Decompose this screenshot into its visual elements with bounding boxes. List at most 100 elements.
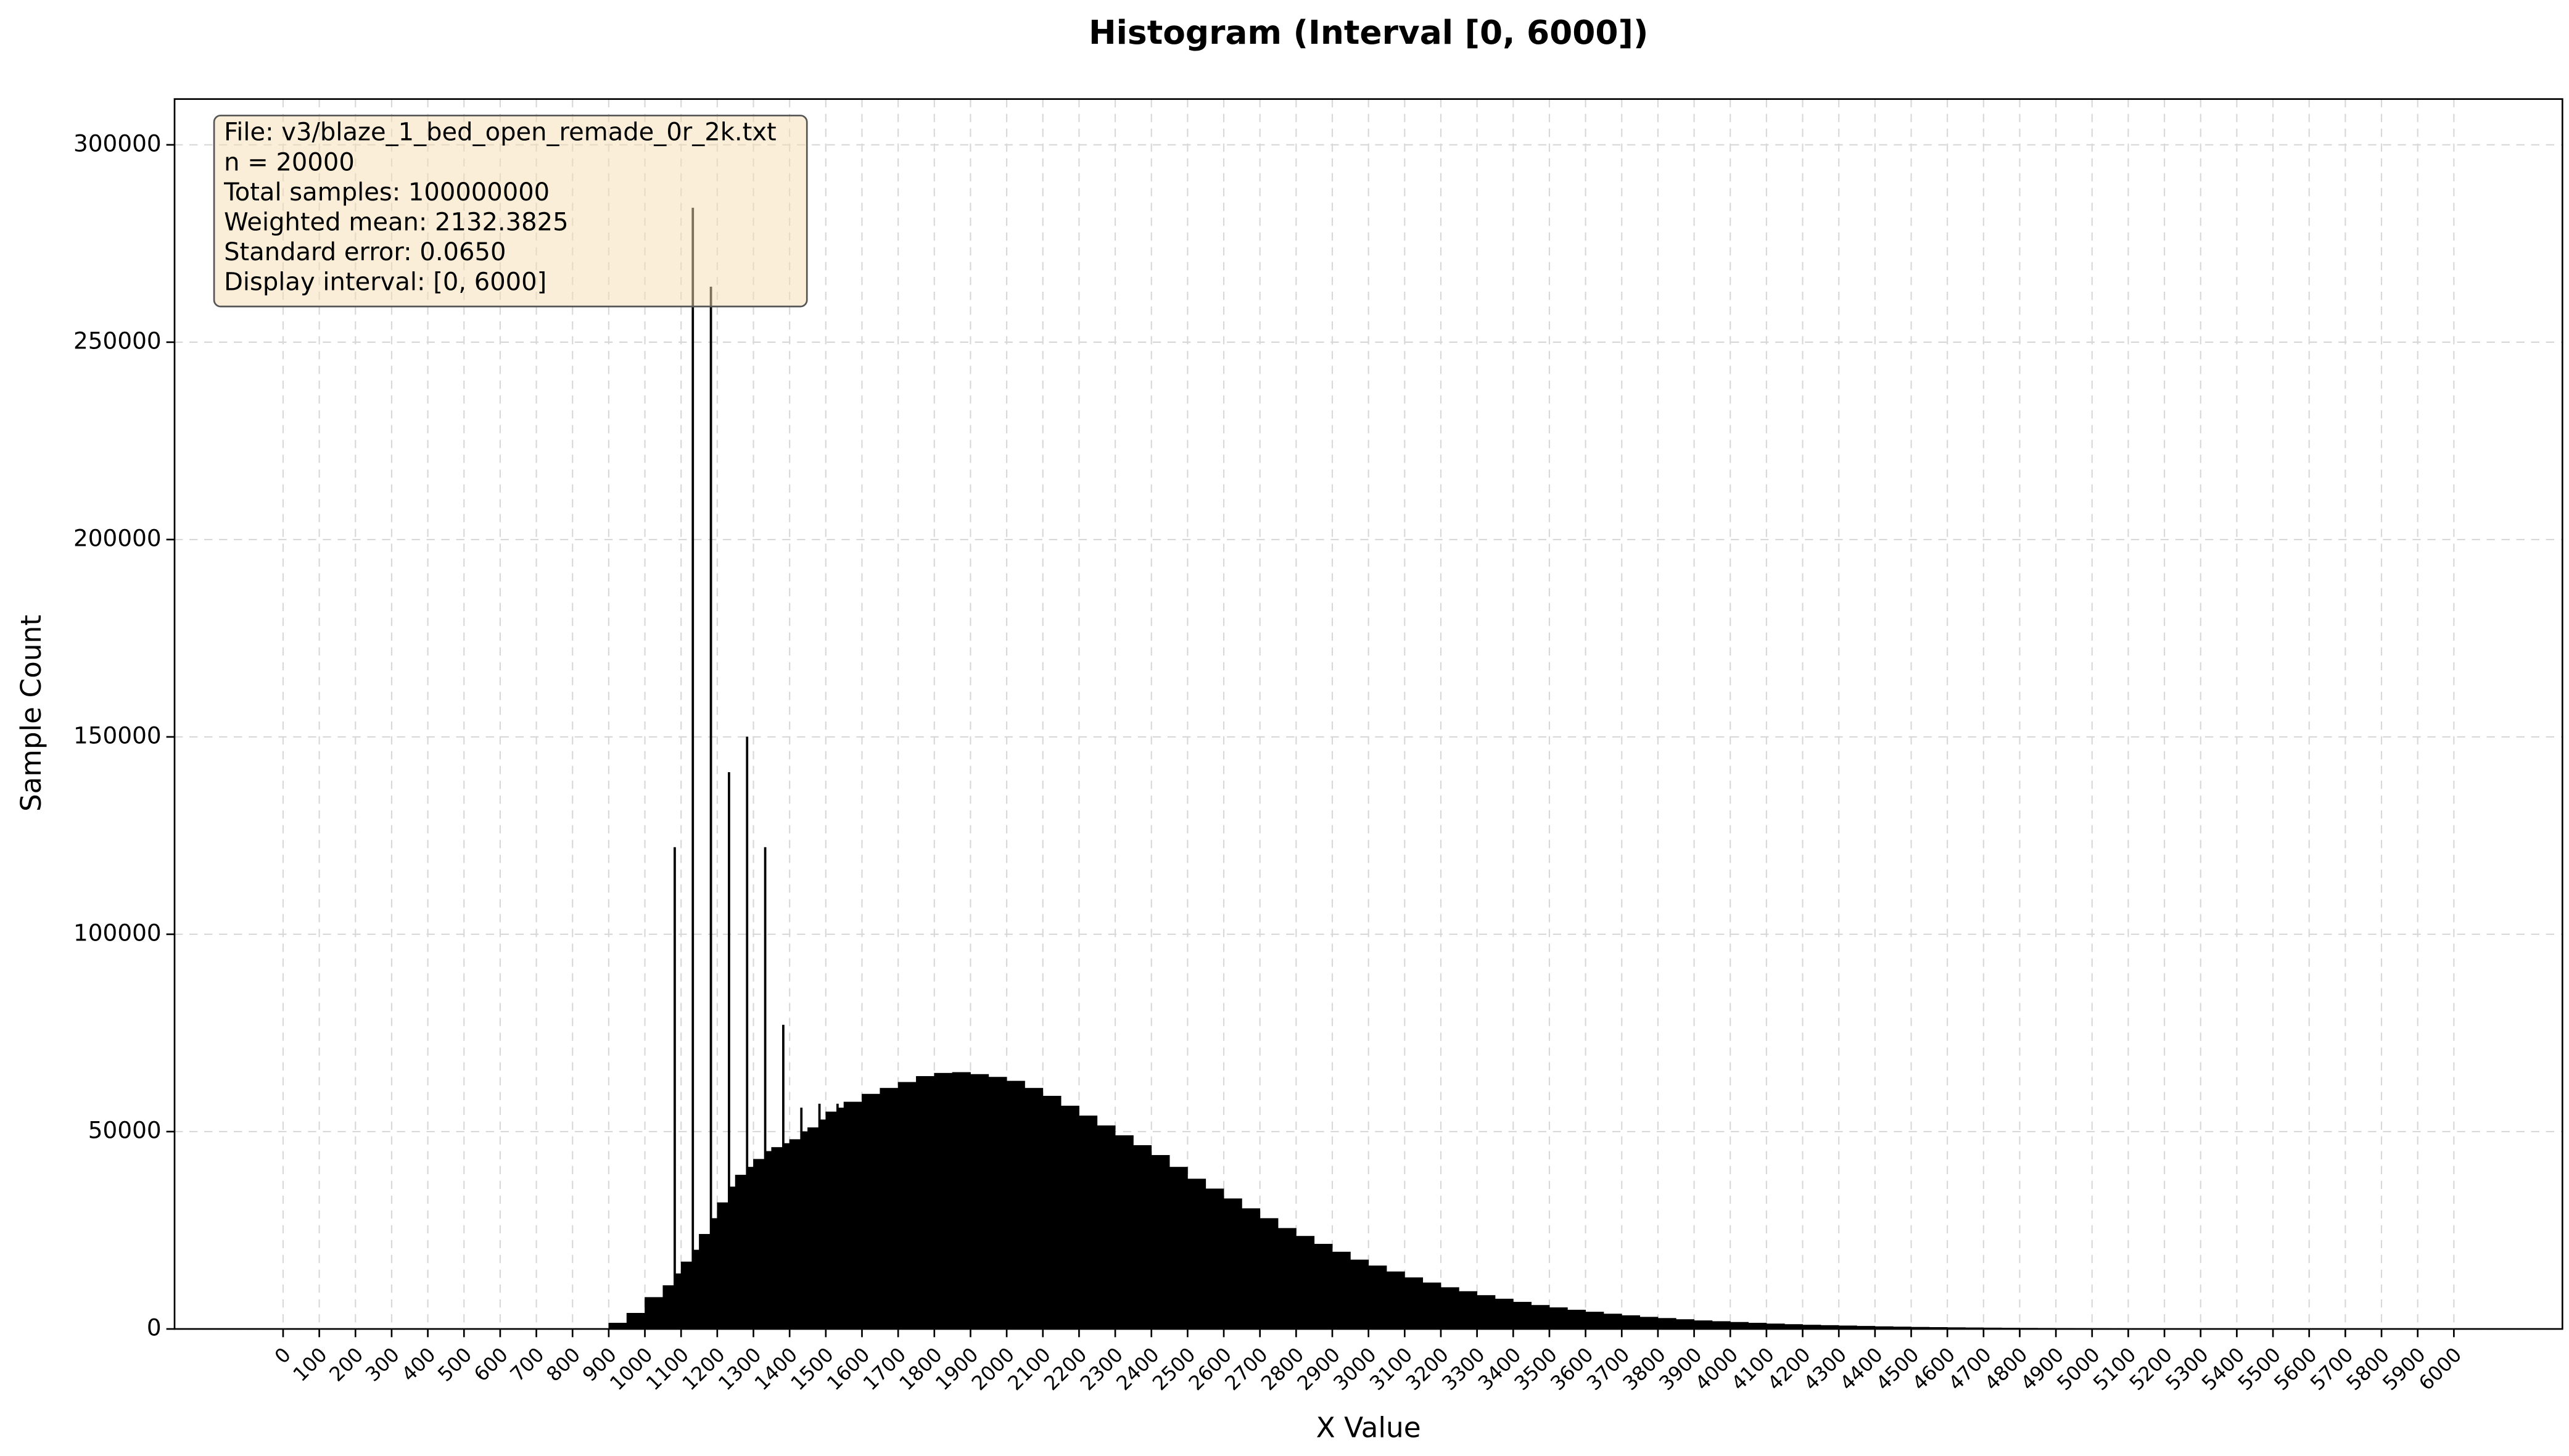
histogram-bar (1060, 1105, 1079, 1330)
histogram-bar (1205, 1188, 1224, 1330)
histogram-bar (897, 1082, 917, 1330)
chart-title: Histogram (Interval [0, 6000]) (1089, 13, 1648, 52)
histogram-bar (1458, 1291, 1478, 1330)
histogram-bar (1621, 1315, 1640, 1330)
histogram-bar (1495, 1298, 1514, 1330)
histogram-bar (1295, 1236, 1315, 1330)
histogram-bar (693, 1249, 699, 1330)
info-line: Display interval: [0, 6000] (224, 268, 546, 297)
histogram-bar (1260, 1218, 1279, 1330)
histogram-bar (709, 286, 712, 1330)
histogram-bar (1585, 1312, 1604, 1330)
histogram-bar (1042, 1095, 1062, 1330)
info-line: n = 20000 (224, 148, 355, 176)
histogram-bar (1422, 1282, 1441, 1330)
histogram-bar (1187, 1178, 1206, 1330)
histogram-bar (916, 1076, 935, 1330)
histogram-bar (675, 1273, 682, 1330)
histogram-bar (765, 1151, 772, 1330)
histogram-bar (838, 1108, 844, 1330)
histogram-bar (746, 736, 749, 1330)
info-box-frame (213, 114, 808, 308)
histogram-bar (748, 1167, 754, 1330)
histogram-bar (1657, 1318, 1676, 1330)
histogram-bar (1332, 1251, 1351, 1330)
y-tick-label: 300000 (73, 130, 162, 157)
histogram-bar (1097, 1125, 1116, 1330)
histogram-bar (789, 1139, 801, 1330)
histogram-bar (1477, 1295, 1496, 1330)
histogram-bar (1350, 1259, 1369, 1330)
histogram-bar (782, 1024, 785, 1330)
histogram-bar (626, 1313, 645, 1330)
histogram-bar (662, 1285, 674, 1330)
histogram-bar (1567, 1309, 1586, 1330)
histogram-bar (820, 1119, 827, 1330)
histogram-bar (735, 1174, 747, 1330)
histogram-bar (1440, 1287, 1459, 1330)
info-line: Standard error: 0.0650 (224, 238, 506, 266)
histogram-bar (934, 1072, 953, 1330)
histogram-bar (729, 1187, 736, 1330)
histogram-bar (1675, 1319, 1694, 1330)
histogram-bar (1404, 1277, 1424, 1330)
histogram-bar (1151, 1154, 1170, 1330)
histogram-bar (843, 1101, 862, 1330)
histogram-bar (1006, 1080, 1025, 1330)
histogram-bar (753, 1159, 765, 1330)
histogram-bar (1025, 1088, 1044, 1330)
y-tick-label: 200000 (73, 524, 162, 551)
histogram-bar (764, 847, 767, 1330)
info-box: File: v3/blaze_1_bed_open_remade_0r_2k.t… (213, 114, 808, 308)
histogram-bar (970, 1074, 989, 1330)
histogram-bar (1603, 1314, 1622, 1330)
histogram-bar (1531, 1305, 1550, 1330)
histogram-bar (645, 1297, 664, 1330)
histogram-bar (771, 1147, 783, 1330)
histogram-bar (1386, 1271, 1405, 1330)
histogram-bar (1169, 1167, 1188, 1330)
info-line: Total samples: 100000000 (223, 178, 550, 207)
histogram-bar (1277, 1228, 1297, 1330)
bars (608, 207, 2237, 1330)
histogram-bar (1115, 1135, 1134, 1330)
histogram-bar (952, 1072, 971, 1330)
histogram-bar (802, 1131, 808, 1330)
histogram-bar (1079, 1115, 1098, 1330)
histogram-bar (880, 1088, 899, 1330)
histogram-bar (691, 207, 695, 1330)
histogram-bar (807, 1127, 819, 1330)
histogram-bar (818, 1103, 821, 1330)
histogram-bar (699, 1233, 711, 1330)
histogram-bar (608, 1323, 627, 1330)
y-tick-label: 150000 (73, 722, 162, 749)
histogram-bar (825, 1111, 837, 1330)
y-tick-label: 100000 (73, 919, 162, 946)
histogram-bar (1314, 1243, 1333, 1330)
histogram-bar (717, 1202, 728, 1330)
histogram-bar (1639, 1317, 1659, 1330)
x-axis-label: X Value (1316, 1411, 1421, 1444)
y-tick-label: 50000 (88, 1116, 162, 1143)
histogram-bar (800, 1108, 803, 1330)
histogram-bar (1694, 1320, 1713, 1330)
histogram-bar (711, 1218, 718, 1330)
histogram-bar (862, 1093, 881, 1330)
histogram-bar (783, 1143, 790, 1330)
histogram-bar (836, 1103, 839, 1330)
histogram-bar (674, 847, 676, 1330)
y-tick-label: 250000 (73, 327, 162, 354)
histogram-bar (1730, 1322, 1749, 1330)
histogram-bar (1549, 1307, 1568, 1330)
info-line: File: v3/blaze_1_bed_open_remade_0r_2k.t… (224, 118, 777, 147)
histogram-bar (1368, 1265, 1387, 1330)
y-axis-label: Sample Count (15, 615, 47, 812)
histogram-bar (1241, 1208, 1261, 1330)
histogram-bar (988, 1077, 1007, 1330)
y-tick-label: 0 (147, 1314, 162, 1341)
histogram-bar (1132, 1145, 1152, 1330)
histogram-bar (1748, 1323, 1767, 1330)
histogram-bar (1712, 1321, 1731, 1330)
